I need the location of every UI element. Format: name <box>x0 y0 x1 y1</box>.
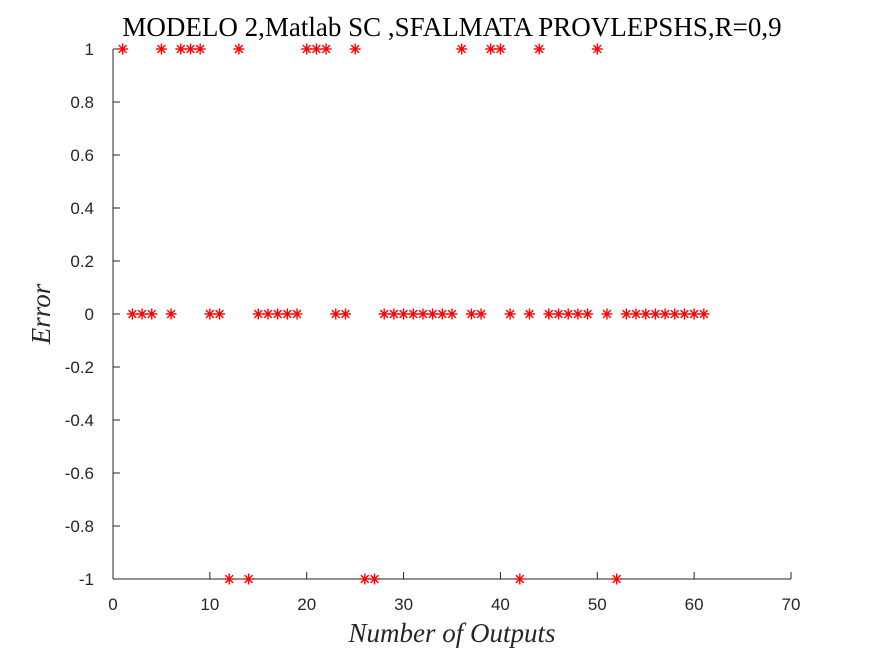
data-point <box>659 308 671 320</box>
data-point <box>126 308 138 320</box>
data-point <box>678 308 690 320</box>
data-point <box>320 43 332 55</box>
data-point <box>165 308 177 320</box>
data-point <box>233 43 245 55</box>
x-tick-label: 50 <box>588 595 607 614</box>
data-point <box>485 43 497 55</box>
data-point <box>194 43 206 55</box>
data-point <box>175 43 187 55</box>
data-point <box>494 43 506 55</box>
y-tick-label: 0.4 <box>70 199 94 218</box>
y-axis-label: Error <box>26 283 56 345</box>
data-point <box>456 43 468 55</box>
data-point <box>698 308 710 320</box>
x-tick-label: 30 <box>394 595 413 614</box>
y-tick-label: 1 <box>85 40 94 59</box>
data-point <box>117 43 129 55</box>
data-point <box>543 308 555 320</box>
y-tick-label: 0.6 <box>70 146 94 165</box>
data-point <box>523 308 535 320</box>
data-point <box>514 573 526 585</box>
data-point <box>204 308 216 320</box>
data-point <box>339 308 351 320</box>
data-point <box>291 308 303 320</box>
data-point <box>330 308 342 320</box>
data-point <box>281 308 293 320</box>
data-point <box>446 308 458 320</box>
data-point <box>301 43 313 55</box>
data-point <box>146 308 158 320</box>
data-point <box>688 308 700 320</box>
data-point <box>572 308 584 320</box>
data-point <box>640 308 652 320</box>
data-point <box>601 308 613 320</box>
y-tick-label: -0.2 <box>65 358 94 377</box>
data-point <box>553 308 565 320</box>
data-point <box>388 308 400 320</box>
data-point <box>427 308 439 320</box>
data-point <box>436 308 448 320</box>
data-point <box>582 308 594 320</box>
data-point <box>562 308 574 320</box>
x-tick-label: 10 <box>200 595 219 614</box>
data-point <box>136 308 148 320</box>
data-point <box>630 308 642 320</box>
x-tick-label: 0 <box>108 595 117 614</box>
x-tick-label: 40 <box>491 595 510 614</box>
data-point <box>669 308 681 320</box>
data-point <box>533 43 545 55</box>
data-point <box>620 308 632 320</box>
y-tick-label: -1 <box>79 570 94 589</box>
marker-group <box>117 43 710 585</box>
data-point <box>378 308 390 320</box>
data-point <box>310 43 322 55</box>
data-point <box>243 573 255 585</box>
data-point <box>359 573 371 585</box>
data-point <box>591 43 603 55</box>
data-point <box>262 308 274 320</box>
chart-title: MODELO 2,Matlab SC ,SFALMATA PROVLEPSHS,… <box>122 12 781 42</box>
data-point <box>611 573 623 585</box>
data-point <box>252 308 264 320</box>
x-tick-label: 60 <box>685 595 704 614</box>
data-point <box>214 308 226 320</box>
data-point <box>349 43 361 55</box>
data-point <box>184 43 196 55</box>
y-tick-label: 0 <box>85 305 94 324</box>
data-point <box>417 308 429 320</box>
y-tick-label: -0.8 <box>65 517 94 536</box>
data-point <box>475 308 487 320</box>
x-axis-label: Number of Outputs <box>347 618 555 648</box>
data-point <box>155 43 167 55</box>
data-point <box>272 308 284 320</box>
data-point <box>369 573 381 585</box>
data-point <box>407 308 419 320</box>
y-tick-label: 0.8 <box>70 93 94 112</box>
data-point <box>223 573 235 585</box>
y-tick-label: -0.6 <box>65 464 94 483</box>
x-tick-label: 70 <box>782 595 801 614</box>
y-tick-label: 0.2 <box>70 252 94 271</box>
x-tick-label: 20 <box>297 595 316 614</box>
data-point <box>465 308 477 320</box>
data-point <box>504 308 516 320</box>
tick-group: 0 10 20 30 40 50 60 70 -1 -0.8 -0.6 -0.4 -0.2 0 0.2 0.4… <box>65 40 801 614</box>
data-point <box>398 308 410 320</box>
data-point <box>649 308 661 320</box>
y-tick-label: -0.4 <box>65 411 94 430</box>
